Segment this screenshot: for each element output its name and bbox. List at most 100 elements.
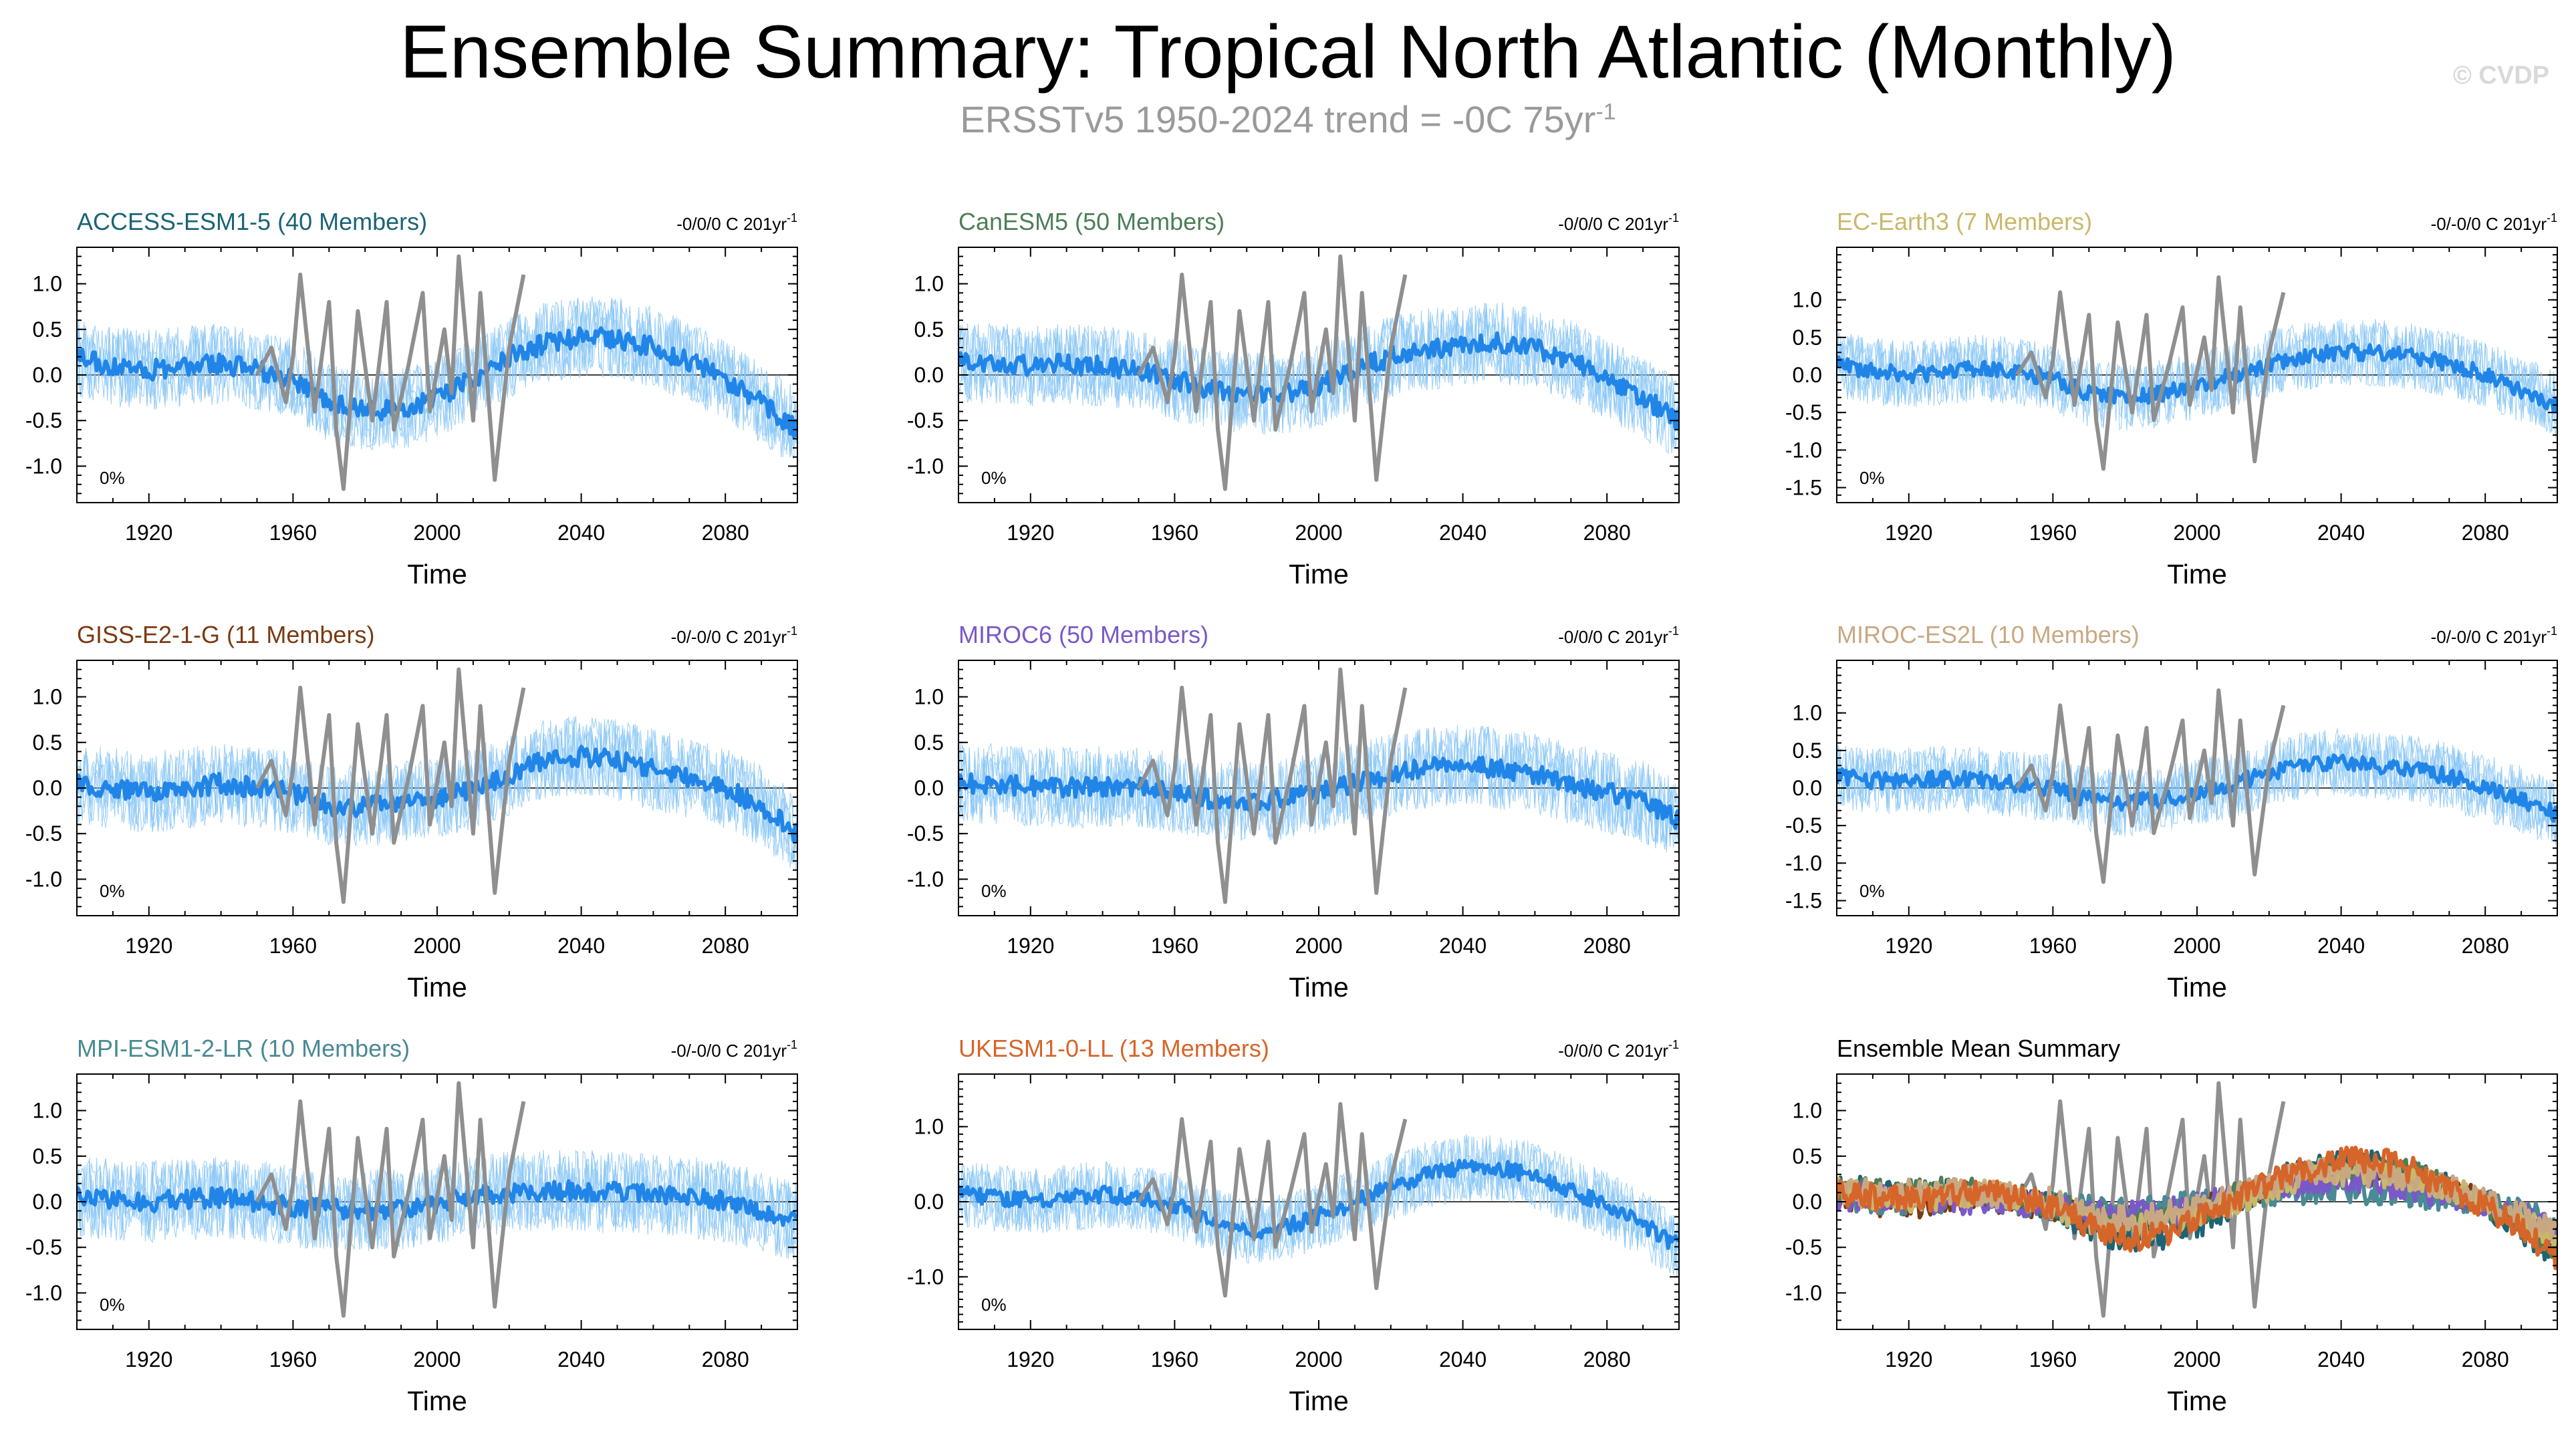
panel-title: Ensemble Mean Summary bbox=[1837, 1035, 2120, 1062]
observations-line bbox=[255, 667, 526, 904]
x-tick-label: 2080 bbox=[702, 1347, 749, 1372]
y-tick-label: -1.0 bbox=[907, 867, 944, 891]
panel-trend-label: -0/-0/0 C 201yr-1 bbox=[671, 1038, 797, 1061]
page-subtitle: ERSSTv5 1950-2024 trend = -0C 75yr-1 bbox=[0, 98, 2576, 141]
plot-area bbox=[958, 1101, 1679, 1298]
y-tick-label: 0.5 bbox=[1793, 739, 1822, 763]
y-tick-label: -1.0 bbox=[1785, 851, 1822, 875]
ensemble-member-line bbox=[958, 1140, 1679, 1267]
y-tick-label: -0.5 bbox=[25, 408, 62, 432]
panel-trend-label: -0/-0/0 C 201yr-1 bbox=[2431, 211, 2557, 234]
y-tick-label: 0.5 bbox=[33, 1144, 62, 1168]
y-tick-label: 1.0 bbox=[1793, 1099, 1822, 1123]
x-tick-label: 2040 bbox=[2317, 934, 2365, 958]
panel-1: 1920 1960 2000 2040 2080 Time 1.0 0.5 0.0 -0.5 -1.… bbox=[907, 208, 1680, 590]
ensemble-member-line bbox=[77, 722, 797, 858]
observations-line bbox=[1136, 1101, 1408, 1298]
x-tick-label: 1960 bbox=[2029, 521, 2077, 545]
x-tick-label: 2040 bbox=[557, 521, 605, 545]
x-tick-label: 1960 bbox=[269, 521, 317, 545]
x-axis-label: Time bbox=[407, 972, 467, 1003]
panel-percent-label: 0% bbox=[100, 468, 125, 488]
x-tick-label: 2080 bbox=[1583, 521, 1631, 545]
x-tick-label: 1960 bbox=[269, 1347, 317, 1372]
subtitle-text: ERSSTv5 1950-2024 trend = -0C 75yr bbox=[960, 98, 1596, 140]
plot-area bbox=[1837, 688, 2557, 884]
plot-area bbox=[958, 254, 1679, 491]
y-tick-label: 1.0 bbox=[914, 1115, 944, 1139]
plot-area bbox=[77, 667, 797, 904]
y-tick-label: -0.5 bbox=[907, 408, 944, 432]
ensemble-mean-line bbox=[77, 326, 797, 438]
plot-area bbox=[77, 254, 797, 491]
y-tick-label: -1.0 bbox=[1785, 438, 1822, 462]
y-tick-label: -1.0 bbox=[25, 867, 62, 891]
y-tick-label: -1.5 bbox=[1785, 476, 1822, 500]
x-tick-label: 1920 bbox=[1885, 934, 1932, 958]
x-axis-label: Time bbox=[407, 559, 467, 590]
y-tick-label: 0.5 bbox=[914, 317, 944, 342]
y-tick-label: -1.0 bbox=[907, 1265, 944, 1289]
observations-line bbox=[255, 254, 526, 491]
x-tick-label: 2000 bbox=[1295, 521, 1342, 545]
panel-7: 1920 1960 2000 2040 2080 Time 1.0 0.0 -1.0 UKESM1… bbox=[907, 1035, 1680, 1416]
panel-percent-label: 0% bbox=[1859, 881, 1885, 901]
plot-area bbox=[77, 1081, 797, 1318]
y-tick-label: 0.0 bbox=[1793, 363, 1822, 387]
y-tick-label: 0.0 bbox=[1793, 776, 1822, 800]
x-tick-label: 1920 bbox=[1885, 1347, 1932, 1372]
x-tick-label: 2000 bbox=[2173, 521, 2220, 545]
y-tick-label: -0.5 bbox=[25, 821, 62, 845]
x-axis-label: Time bbox=[2167, 1386, 2227, 1416]
x-tick-label: 2000 bbox=[1295, 934, 1342, 958]
y-tick-label: -0.5 bbox=[1785, 1235, 1822, 1259]
ensemble-member-line bbox=[77, 1150, 797, 1255]
panel-4: 1920 1960 2000 2040 2080 Time 1.0 0.5 0.0 -0.5 -1.… bbox=[907, 621, 1680, 1003]
x-tick-label: 1960 bbox=[269, 934, 317, 958]
observations-line bbox=[2015, 688, 2286, 884]
x-tick-label: 1920 bbox=[1007, 521, 1054, 545]
plot-area bbox=[1837, 1081, 2557, 1318]
panel-trend-label: -0/0/0 C 201yr-1 bbox=[1558, 624, 1679, 647]
x-tick-label: 2080 bbox=[2462, 934, 2509, 958]
panel-title: UKESM1-0-LL (13 Members) bbox=[958, 1035, 1269, 1062]
panel-5: 1920 1960 2000 2040 2080 Time 1.0 0.5 0.0 -0.5 -1.… bbox=[1785, 621, 2558, 1003]
page-title: Ensemble Summary: Tropical North Atlanti… bbox=[400, 10, 2176, 94]
y-tick-label: -0.5 bbox=[907, 821, 944, 845]
x-tick-label: 1920 bbox=[1885, 521, 1932, 545]
y-tick-label: 0.0 bbox=[33, 363, 62, 387]
ensemble-member-line bbox=[77, 1150, 797, 1259]
panel-percent-label: 0% bbox=[100, 881, 125, 901]
y-tick-label: 0.0 bbox=[914, 776, 944, 800]
panel-title: MIROC6 (50 Members) bbox=[958, 621, 1208, 648]
x-tick-label: 1960 bbox=[2029, 934, 2077, 958]
x-axis-label: Time bbox=[1289, 559, 1349, 590]
ensemble-member-line bbox=[77, 1150, 797, 1251]
y-tick-label: -1.0 bbox=[25, 454, 62, 478]
x-tick-label: 1960 bbox=[1151, 934, 1198, 958]
y-tick-label: -0.5 bbox=[1785, 400, 1822, 424]
y-tick-label: 0.0 bbox=[914, 1190, 944, 1214]
panel-percent-label: 0% bbox=[1859, 468, 1885, 488]
ensemble-mean-line bbox=[1837, 753, 2557, 823]
panel-trend-label: -0/0/0 C 201yr-1 bbox=[676, 211, 797, 234]
y-tick-label: 1.0 bbox=[914, 272, 944, 296]
x-tick-label: 2080 bbox=[702, 521, 749, 545]
x-tick-label: 2080 bbox=[702, 934, 749, 958]
plot-area bbox=[958, 667, 1679, 904]
plot-area bbox=[1837, 275, 2557, 471]
ensemble-mean-line bbox=[958, 1159, 1679, 1251]
y-tick-label: -1.5 bbox=[1785, 889, 1822, 913]
subtitle-superscript: -1 bbox=[1595, 99, 1616, 125]
panel-percent-label: 0% bbox=[981, 1295, 1007, 1315]
copyright-watermark: © CVDP bbox=[2452, 61, 2549, 90]
x-axis-label: Time bbox=[2167, 972, 2227, 1003]
y-tick-label: -1.0 bbox=[25, 1281, 62, 1305]
y-tick-label: 0.0 bbox=[33, 1190, 62, 1214]
x-tick-label: 2080 bbox=[2462, 521, 2509, 545]
x-tick-label: 2000 bbox=[2173, 934, 2220, 958]
panel-trend-label: -0/-0/0 C 201yr-1 bbox=[671, 624, 797, 647]
x-tick-label: 1960 bbox=[1151, 521, 1198, 545]
x-axis-label: Time bbox=[2167, 559, 2227, 590]
ensemble-member-line bbox=[1837, 320, 2557, 434]
